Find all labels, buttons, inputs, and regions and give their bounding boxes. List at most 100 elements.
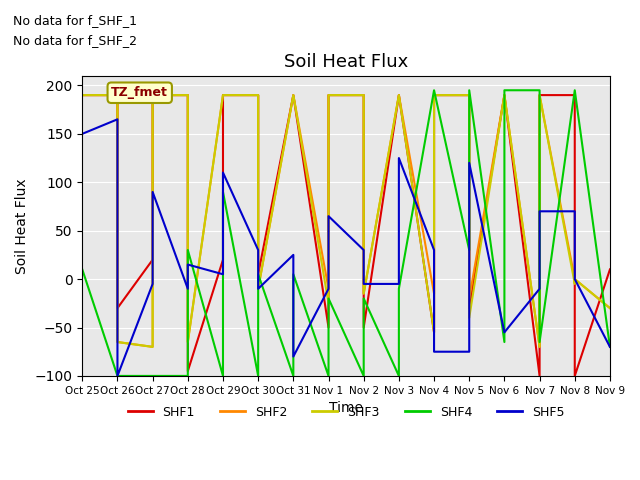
SHF4 bbox=[536, 87, 543, 93]
SHF2 bbox=[184, 339, 191, 345]
SHF1 bbox=[219, 257, 227, 263]
SHF2 bbox=[79, 92, 86, 98]
SHF1 bbox=[114, 92, 122, 98]
SHF4 bbox=[324, 296, 332, 301]
SHF3 bbox=[465, 315, 473, 321]
SHF2 bbox=[219, 92, 227, 98]
SHF3 bbox=[184, 92, 191, 98]
SHF5 bbox=[289, 354, 297, 360]
SHF4 bbox=[289, 373, 297, 379]
SHF3 bbox=[360, 291, 367, 297]
SHF2 bbox=[465, 296, 473, 301]
SHF3 bbox=[324, 92, 332, 98]
SHF5 bbox=[254, 286, 262, 292]
SHF1 bbox=[148, 257, 156, 263]
SHF4 bbox=[430, 87, 438, 93]
SHF4 bbox=[395, 286, 403, 292]
SHF5 bbox=[219, 271, 227, 277]
SHF3 bbox=[289, 92, 297, 98]
SHF1 bbox=[360, 92, 367, 98]
SHF5 bbox=[500, 329, 508, 335]
SHF4 bbox=[254, 373, 262, 379]
SHF4 bbox=[254, 271, 262, 277]
SHF4 bbox=[606, 344, 614, 350]
X-axis label: Time: Time bbox=[329, 401, 363, 415]
SHF2 bbox=[324, 92, 332, 98]
SHF5 bbox=[79, 131, 86, 137]
SHF2 bbox=[289, 92, 297, 98]
SHF4 bbox=[148, 373, 156, 379]
SHF4 bbox=[360, 296, 367, 301]
SHF2 bbox=[571, 276, 579, 282]
SHF4 bbox=[79, 266, 86, 272]
SHF2 bbox=[254, 92, 262, 98]
SHF5 bbox=[430, 349, 438, 355]
SHF3 bbox=[395, 92, 403, 98]
SHF4 bbox=[571, 87, 579, 93]
SHF2 bbox=[360, 92, 367, 98]
SHF5 bbox=[148, 189, 156, 195]
SHF2 bbox=[360, 291, 367, 297]
SHF1 bbox=[465, 305, 473, 311]
SHF2 bbox=[114, 339, 122, 345]
SHF1 bbox=[254, 271, 262, 277]
SHF1 bbox=[430, 92, 438, 98]
SHF2 bbox=[148, 92, 156, 98]
SHF1 bbox=[430, 329, 438, 335]
SHF3 bbox=[571, 281, 579, 287]
SHF5 bbox=[395, 155, 403, 161]
SHF1 bbox=[465, 92, 473, 98]
SHF4 bbox=[114, 373, 122, 379]
SHF4 bbox=[465, 87, 473, 93]
SHF5 bbox=[571, 276, 579, 282]
SHF2 bbox=[606, 305, 614, 311]
SHF1 bbox=[114, 305, 122, 311]
SHF1 bbox=[536, 373, 543, 379]
SHF5 bbox=[465, 349, 473, 355]
SHF3 bbox=[219, 92, 227, 98]
SHF2 bbox=[465, 92, 473, 98]
SHF4 bbox=[395, 373, 403, 379]
SHF3 bbox=[395, 92, 403, 98]
Y-axis label: Soil Heat Flux: Soil Heat Flux bbox=[15, 178, 29, 274]
SHF5 bbox=[324, 213, 332, 219]
SHF4 bbox=[219, 189, 227, 195]
SHF4 bbox=[360, 373, 367, 379]
SHF4 bbox=[184, 247, 191, 253]
SHF5 bbox=[500, 329, 508, 335]
SHF2 bbox=[289, 92, 297, 98]
SHF1 bbox=[289, 92, 297, 98]
SHF5 bbox=[395, 281, 403, 287]
SHF1 bbox=[148, 92, 156, 98]
SHF4 bbox=[571, 87, 579, 93]
SHF1 bbox=[184, 92, 191, 98]
SHF2 bbox=[324, 286, 332, 292]
SHF5 bbox=[148, 281, 156, 287]
SHF2 bbox=[184, 92, 191, 98]
SHF5 bbox=[184, 262, 191, 267]
SHF2 bbox=[500, 92, 508, 98]
SHF3 bbox=[571, 276, 579, 282]
SHF4 bbox=[536, 339, 543, 345]
SHF1 bbox=[79, 92, 86, 98]
SHF3 bbox=[324, 300, 332, 306]
SHF3 bbox=[184, 339, 191, 345]
SHF3 bbox=[79, 92, 86, 98]
SHF5 bbox=[289, 252, 297, 258]
SHF5 bbox=[536, 208, 543, 214]
SHF4 bbox=[114, 373, 122, 379]
SHF3 bbox=[148, 92, 156, 98]
SHF1 bbox=[324, 92, 332, 98]
SHF3 bbox=[430, 329, 438, 335]
SHF1 bbox=[289, 92, 297, 98]
SHF3 bbox=[500, 92, 508, 98]
SHF2 bbox=[395, 92, 403, 98]
SHF3 bbox=[254, 286, 262, 292]
SHF3 bbox=[606, 305, 614, 311]
SHF1 bbox=[500, 92, 508, 98]
SHF1 bbox=[184, 368, 191, 374]
Line: SHF3: SHF3 bbox=[83, 95, 610, 347]
SHF4 bbox=[148, 373, 156, 379]
SHF2 bbox=[148, 344, 156, 350]
SHF5 bbox=[430, 247, 438, 253]
